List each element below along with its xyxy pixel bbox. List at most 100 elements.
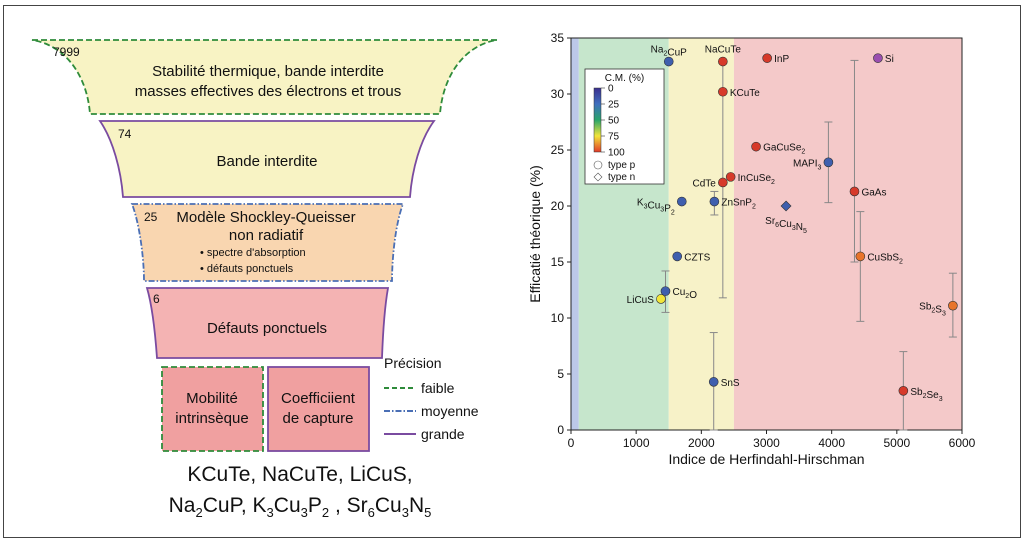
bottom-box-capture-line-2: de capture bbox=[283, 410, 354, 427]
legend-circle-icon bbox=[593, 160, 603, 170]
funnel-level-1-count: 7999 bbox=[53, 45, 80, 59]
cm-colorbar-label: 0 bbox=[608, 84, 614, 95]
funnel-level-1-line-2: masses effectives des électrons et trous bbox=[135, 83, 402, 100]
y-axis-label: Efficatié théorique (%) bbox=[527, 165, 543, 302]
data-label-znsnp2: ZnSnP2 bbox=[721, 198, 756, 211]
data-point-cdte bbox=[718, 177, 728, 188]
bottom-box-capture-shape bbox=[267, 366, 370, 452]
funnel-level-3-count: 25 bbox=[144, 210, 158, 224]
materials-line-2-text: Cu bbox=[273, 494, 301, 517]
cm-legend-title: C.M. (%) bbox=[605, 73, 644, 84]
funnel-level-4-shape bbox=[145, 287, 390, 359]
bottom-box-mobility-line-1: Mobilité bbox=[186, 390, 238, 407]
data-point-mapi3 bbox=[823, 157, 834, 168]
data-label-si: Si bbox=[885, 54, 894, 65]
y-tick-label: 15 bbox=[551, 255, 565, 269]
cm-colorbar-label: 100 bbox=[608, 148, 625, 159]
data-point-si bbox=[873, 53, 883, 63]
funnel-level-3: 25 Modèle Shockley-Queisser non radiatif… bbox=[130, 203, 405, 282]
materials-line-2-text: CuP, K bbox=[202, 494, 267, 517]
materials-line-2-subscript: 2 bbox=[321, 505, 330, 521]
legend-diamond-icon bbox=[593, 172, 603, 182]
data-label-na2cup: Na2CuP bbox=[651, 45, 687, 59]
data-label-kcute: KCuTe bbox=[730, 88, 760, 99]
y-tick-label: 20 bbox=[551, 199, 565, 213]
data-label-czts: CZTS bbox=[684, 252, 710, 263]
precision-legend-label-faible: faible bbox=[421, 380, 455, 396]
funnel-level-3-bullet-2: • défauts ponctuels bbox=[200, 263, 294, 275]
data-point-gacuse2 bbox=[751, 141, 761, 152]
data-label-sb2se3: Sb2Se3 bbox=[910, 387, 942, 403]
legend-shape-label-p: type p bbox=[608, 160, 636, 171]
funnel-level-3-line-1: Modèle Shockley-Queisser bbox=[176, 209, 355, 226]
data-point-znsnp2 bbox=[709, 196, 720, 207]
data-point-sns bbox=[708, 377, 719, 387]
data-label-gacuse2: GaCuSe2 bbox=[763, 143, 805, 156]
y-tick-label: 5 bbox=[557, 367, 564, 381]
precision-legend: Précision faible moyenne grande bbox=[384, 355, 479, 442]
funnel-diagram: 7999 Stabilité thermique, bande interdit… bbox=[31, 39, 498, 452]
data-label-sr6cu3n5: Sr6Cu3N5 bbox=[765, 216, 807, 235]
cm-colorbar-label: 75 bbox=[608, 132, 620, 143]
data-point-na2cup bbox=[663, 56, 674, 67]
data-label-mapi3: MAPI3 bbox=[793, 158, 821, 171]
data-point-sb2s3 bbox=[948, 300, 958, 311]
cm-colorbar-label: 50 bbox=[608, 116, 620, 127]
data-point-kcute bbox=[718, 86, 728, 97]
funnel-level-3-bullet-1: • spectre d'absorption bbox=[200, 247, 306, 259]
x-tick-label: 4000 bbox=[818, 436, 845, 450]
bottom-box-capture-line-1: Coefficiient bbox=[281, 390, 356, 407]
x-tick-label: 5000 bbox=[883, 436, 910, 450]
legend-shape-label-n: type n bbox=[608, 172, 635, 183]
x-tick-label: 0 bbox=[568, 436, 575, 450]
funnel-level-2: 74 Bande interdite bbox=[98, 120, 436, 198]
data-point-sr6cu3n5 bbox=[780, 200, 792, 212]
data-label-cu2o: Cu2O bbox=[672, 287, 697, 301]
materials-line-2-subscript: 5 bbox=[424, 505, 432, 521]
y-tick-label: 0 bbox=[557, 423, 564, 437]
x-tick-label: 2000 bbox=[688, 436, 715, 450]
data-label-cusbs2: CuSbS2 bbox=[867, 252, 903, 265]
x-tick-label: 3000 bbox=[753, 436, 780, 450]
data-point-nacute bbox=[718, 56, 728, 67]
cm-colorbar-label: 25 bbox=[608, 100, 620, 111]
data-point-gaas bbox=[849, 186, 860, 197]
materials-line-2-text: Na bbox=[168, 494, 196, 517]
funnel-level-4: 6 Défauts ponctuels bbox=[145, 287, 390, 359]
data-point-incuse2 bbox=[725, 172, 736, 182]
bottom-box-mobility-shape bbox=[161, 366, 264, 452]
materials-line-2-subscript: 3 bbox=[300, 505, 308, 521]
data-label-gaas: GaAs bbox=[861, 187, 886, 198]
funnel-level-2-shape bbox=[98, 120, 436, 198]
x-axis-label: Indice de Herfindahl-Hirschman bbox=[668, 451, 864, 467]
background-region-2 bbox=[668, 38, 734, 430]
data-label-k3cu3p2: K3Cu3P2 bbox=[637, 198, 675, 217]
x-tick-label: 1000 bbox=[623, 436, 650, 450]
bottom-box-capture: Coefficiient de capture bbox=[267, 366, 370, 452]
data-point-k3cu3p2 bbox=[676, 196, 687, 207]
materials-line-2-text: N bbox=[408, 494, 425, 517]
bottom-box-mobility: Mobilité intrinsèque bbox=[161, 366, 264, 452]
materials-line-2: Na2CuP, K3Cu3P2 , Sr6Cu3N5 bbox=[90, 494, 510, 520]
materials-line-2-text: Cu bbox=[374, 494, 402, 517]
data-label-licus: LiCuS bbox=[627, 295, 655, 306]
y-tick-label: 25 bbox=[551, 143, 565, 157]
x-tick-label: 6000 bbox=[949, 436, 976, 450]
data-label-incuse2: InCuSe2 bbox=[738, 173, 775, 186]
data-label-sns: SnS bbox=[721, 378, 740, 389]
data-point-sb2se3 bbox=[898, 385, 909, 396]
cm-colorbar bbox=[593, 87, 602, 153]
data-point-inp bbox=[762, 53, 772, 63]
y-tick-label: 35 bbox=[551, 31, 565, 45]
precision-legend-title: Précision bbox=[384, 355, 442, 371]
materials-line-2-subscript: 2 bbox=[195, 505, 203, 521]
background-region-0 bbox=[571, 38, 579, 430]
funnel-level-1: 7999 Stabilité thermique, bande interdit… bbox=[31, 39, 498, 115]
data-label-nacute: NaCuTe bbox=[705, 45, 742, 56]
precision-legend-label-moyenne: moyenne bbox=[421, 403, 479, 419]
precision-legend-label-grande: grande bbox=[421, 426, 465, 442]
data-label-sb2s3: Sb2S3 bbox=[919, 302, 946, 318]
bottom-box-mobility-line-2: intrinsèque bbox=[175, 410, 248, 427]
materials-line-2-subscript: 3 bbox=[266, 505, 274, 521]
